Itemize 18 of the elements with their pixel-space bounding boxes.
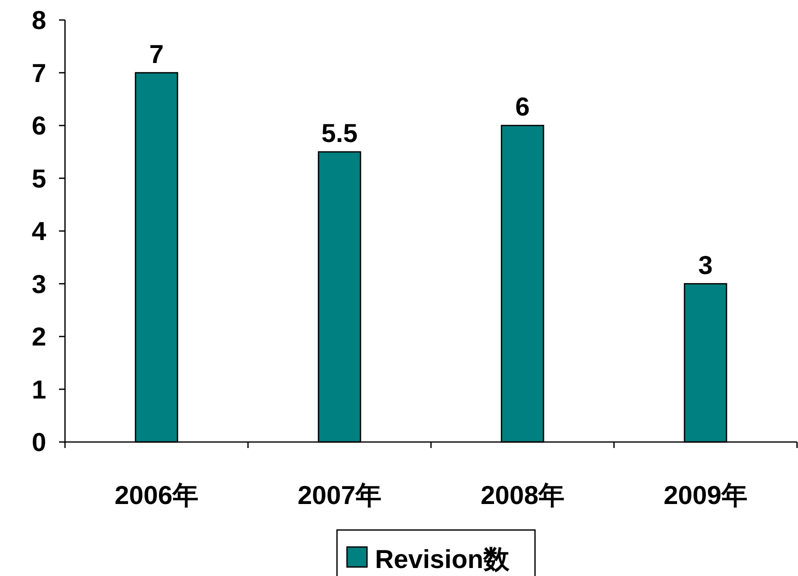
x-tick-label: 2006年 [114, 480, 198, 510]
data-label: 5.5 [321, 118, 358, 148]
y-tick-label: 2 [32, 322, 46, 352]
data-label: 7 [149, 38, 164, 69]
y-tick-label: 6 [32, 110, 46, 140]
x-tick-label: 2009年 [664, 480, 748, 510]
x-tick-label: 2007年 [298, 480, 382, 510]
y-tick-label: 3 [32, 268, 46, 299]
y-tick-label: 7 [32, 58, 46, 88]
x-tick-label: 2008年 [480, 480, 564, 510]
y-tick-label: 0 [32, 427, 46, 457]
y-tick-label: 4 [32, 216, 47, 246]
y-tick-label: 1 [32, 374, 46, 404]
data-label: 6 [515, 92, 530, 122]
data-label: 3 [698, 250, 713, 280]
y-tick-label: 8 [32, 5, 46, 35]
y-tick-label: 5 [32, 163, 46, 194]
legend-label: Revision数 [375, 544, 510, 574]
